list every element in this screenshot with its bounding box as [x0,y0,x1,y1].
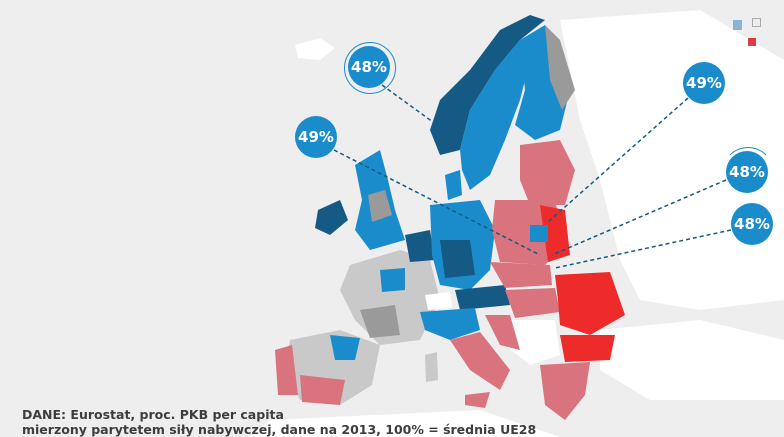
region-benelux [405,230,435,262]
non-eu-land [560,10,784,310]
callout-label: 49% [686,74,722,92]
region-sardinia [425,352,438,382]
region-bulgaria [560,335,615,362]
region-portugal [275,345,298,395]
non-eu-land-turkey [600,320,784,400]
leader-line [333,149,541,256]
region-balkans [505,320,560,365]
region-norway [430,15,545,155]
region-croatia [485,315,520,350]
region-austria [455,285,510,310]
blue-square-icon [733,20,742,30]
region-spain-south [300,375,345,405]
non-eu-land-africa [250,410,560,437]
callout-ring [722,147,774,199]
region-sicily [465,392,490,408]
region-italy-north [420,308,480,340]
region-france-grey [360,305,400,338]
callout-label: 49% [298,128,334,146]
region-italy-south [450,332,510,390]
region-hungary [505,288,560,318]
leader-line [551,179,727,256]
region-iceland [295,38,335,60]
region-denmark [445,170,462,200]
leader-line [547,97,689,223]
leader-line [554,229,732,269]
region-switzerland [425,292,452,310]
source-line-2: mierzony parytetem siły nabywczej, dane … [22,422,537,437]
callout-ring [344,42,396,94]
region-poland-red [540,205,570,262]
region-sweden [460,40,530,190]
region-warsaw [530,225,548,242]
callout-label: 48% [729,163,765,181]
region-romania [555,272,625,335]
callout-48-scandinavia: 48% [348,46,390,88]
region-finland-east [545,25,575,110]
region-czech-slovakia [490,262,552,288]
region-germany-dark [440,240,475,278]
callout-49-west: 49% [295,116,337,158]
empty-square-icon [752,18,761,27]
region-spain-blue [330,335,360,360]
region-paris [380,268,405,292]
callout-49-east: 49% [683,62,725,104]
region-greece [540,362,590,420]
region-uk-grey [368,190,392,222]
source-line-1: DANE: Eurostat, proc. PKB per capita [22,407,284,422]
callout-48-east-lower: 48% [731,203,773,245]
legend-icons [733,18,763,50]
region-baltics [520,140,575,205]
callout-48-east-upper: 48% [726,151,768,193]
region-ireland [315,200,348,235]
source-note: DANE: Eurostat, proc. PKB per capita mie… [22,407,536,437]
callout-label: 48% [734,215,770,233]
leader-line [381,84,438,126]
red-square-icon [748,38,756,46]
callout-label: 48% [351,58,387,76]
